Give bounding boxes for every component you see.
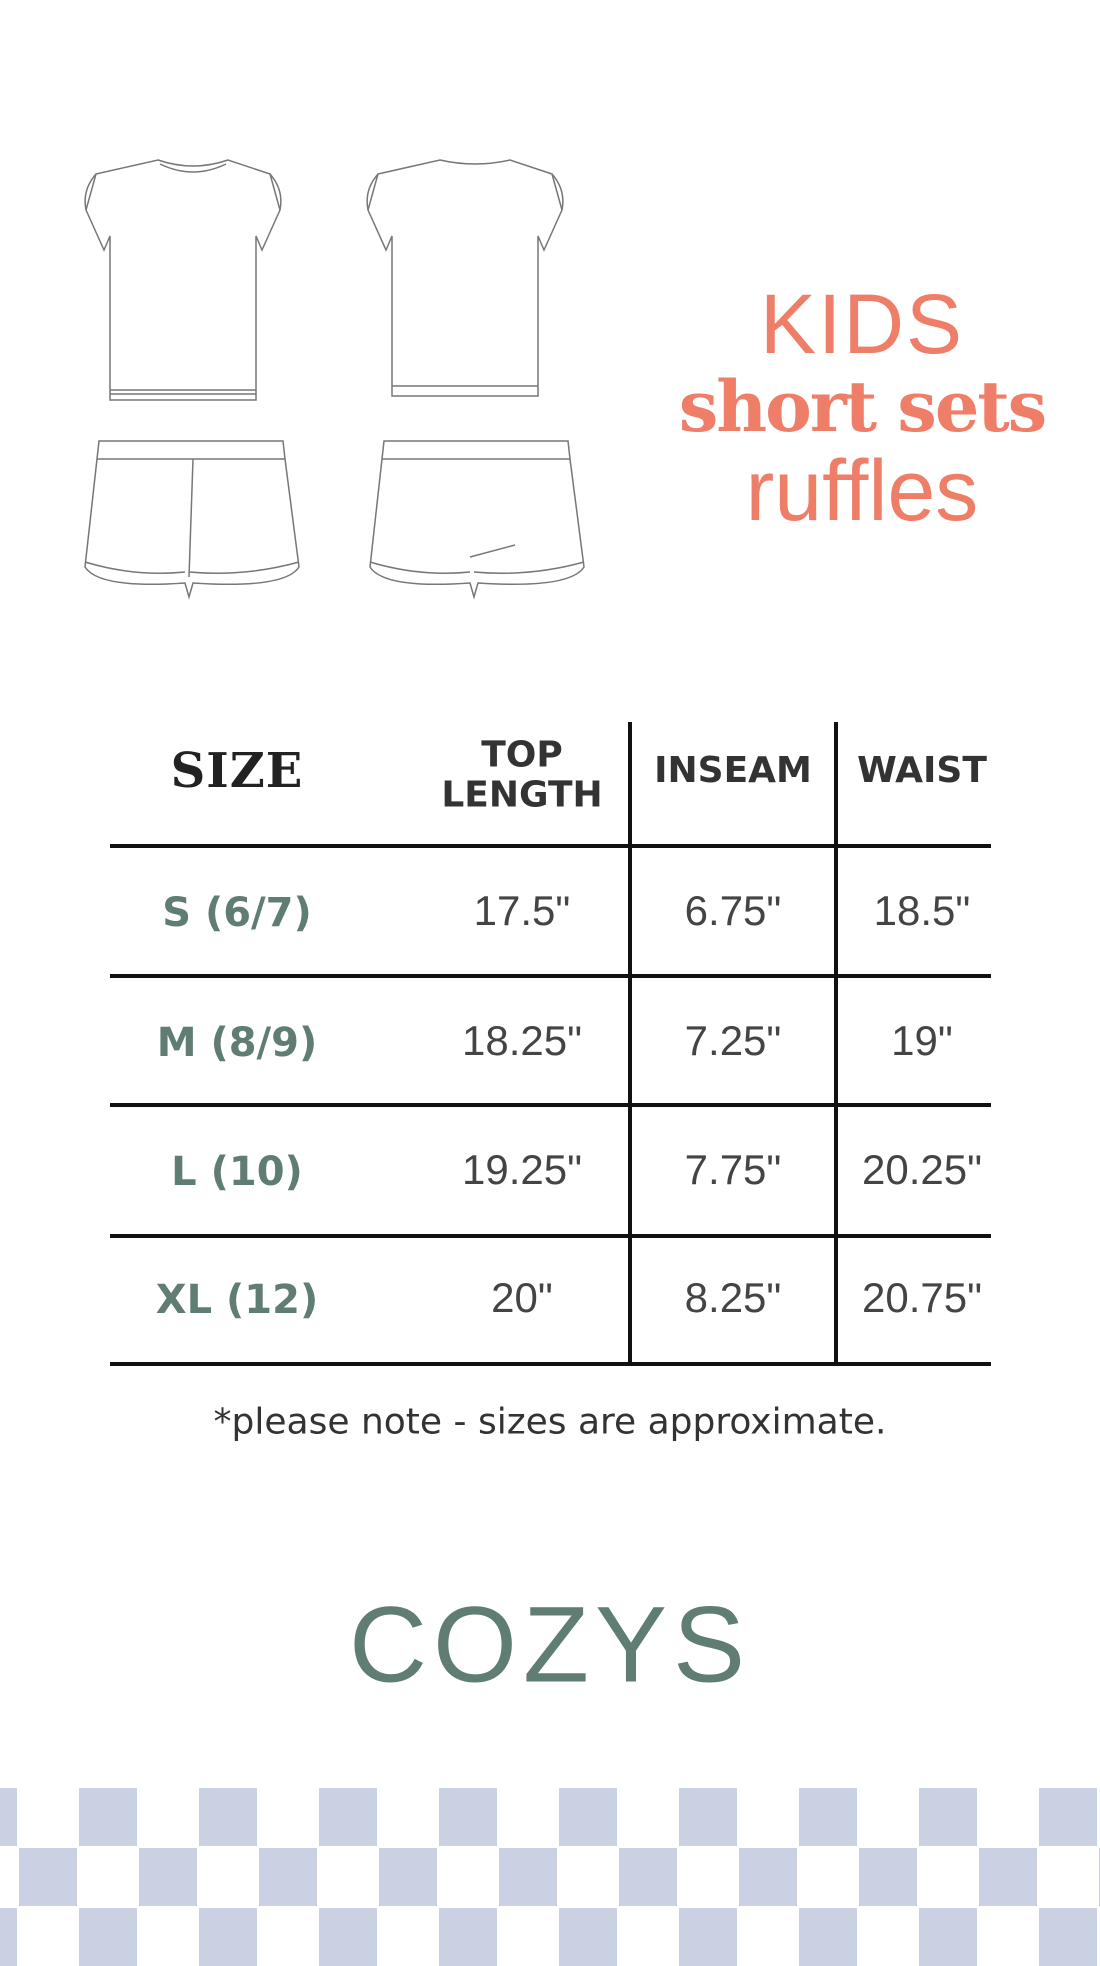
checker-square	[79, 1908, 137, 1966]
checker-square	[199, 1788, 257, 1846]
checker-square	[79, 1788, 137, 1846]
checker-square	[919, 1788, 977, 1846]
header-size: SIZE	[170, 743, 304, 799]
checker-square	[859, 1848, 917, 1906]
checker-square	[379, 1848, 437, 1906]
checker-square	[919, 1908, 977, 1966]
size-label: XL (12)	[155, 1277, 319, 1323]
waist-value: 18.5"	[873, 887, 971, 934]
checker-square	[979, 1848, 1037, 1906]
checker-square	[139, 1848, 197, 1906]
checker-square	[1039, 1908, 1097, 1966]
inseam-value: 7.75"	[684, 1146, 782, 1193]
waist-value: 20.25"	[861, 1146, 983, 1193]
row-divider	[110, 974, 991, 978]
column-divider	[628, 722, 632, 1366]
checker-square	[739, 1848, 797, 1906]
header-inseam: INSEAM	[654, 750, 812, 792]
waist-value: 20.75"	[861, 1274, 983, 1321]
ruffle-top-back-illustration	[366, 159, 564, 397]
top-length-value: 17.5"	[473, 887, 571, 934]
checker-square	[439, 1788, 497, 1846]
top-length-value: 18.25"	[461, 1017, 583, 1064]
row-divider	[110, 1103, 991, 1107]
checker-square	[619, 1848, 677, 1906]
header-top-length-line1: TOP	[481, 734, 563, 776]
top-length-value: 19.25"	[461, 1146, 583, 1193]
size-label: S (6/7)	[162, 890, 312, 936]
checker-square	[679, 1788, 737, 1846]
checker-square	[199, 1908, 257, 1966]
checker-square	[559, 1908, 617, 1966]
checker-square	[799, 1908, 857, 1966]
waist-value: 19"	[891, 1017, 953, 1064]
checker-square	[439, 1908, 497, 1966]
header-top-length-line2: LENGTH	[441, 774, 603, 815]
checker-square	[19, 1848, 77, 1906]
ruffle-shorts-back-illustration	[369, 440, 585, 600]
row-divider	[110, 844, 991, 848]
title-kids: KIDS	[759, 277, 965, 371]
top-length-value: 20"	[491, 1274, 553, 1321]
inseam-value: 6.75"	[684, 887, 782, 934]
checker-square	[0, 1908, 17, 1966]
inseam-value: 7.25"	[684, 1017, 782, 1064]
inseam-value: 8.25"	[684, 1274, 782, 1321]
checker-square	[559, 1788, 617, 1846]
size-label: L (10)	[171, 1149, 303, 1195]
title-short-sets: short sets	[678, 365, 1047, 448]
checker-square	[499, 1848, 557, 1906]
checker-square	[319, 1908, 377, 1966]
row-divider	[110, 1362, 991, 1366]
size-label: M (8/9)	[156, 1020, 318, 1066]
checker-square	[1039, 1788, 1097, 1846]
brand-logo: COZYS	[348, 1583, 752, 1705]
column-divider	[834, 722, 838, 1366]
ruffle-shorts-front-illustration	[84, 440, 300, 600]
checker-square	[259, 1848, 317, 1906]
sizing-note: *please note - sizes are approximate.	[213, 1401, 887, 1443]
header-waist: WAIST	[857, 750, 987, 792]
garment-illustrations	[84, 159, 585, 600]
checkerboard-decoration	[0, 1787, 1100, 1966]
checker-square	[0, 1788, 17, 1846]
title-ruffles: ruffles	[745, 443, 979, 539]
header-top-length: TOP LENGTH	[441, 735, 602, 814]
checker-square	[799, 1788, 857, 1846]
row-divider	[110, 1234, 991, 1238]
checker-square	[319, 1788, 377, 1846]
checker-square	[679, 1908, 737, 1966]
ruffle-top-front-illustration	[84, 159, 282, 401]
